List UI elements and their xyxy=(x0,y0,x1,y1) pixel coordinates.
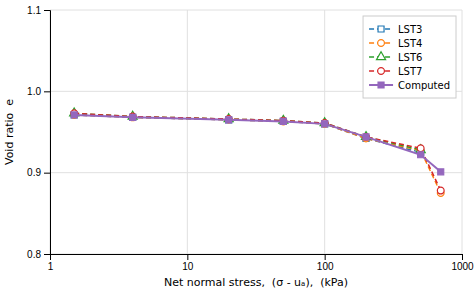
point xyxy=(71,112,78,119)
legend-label: Computed xyxy=(398,80,450,91)
tick: 100 xyxy=(317,254,334,272)
point xyxy=(225,116,232,123)
legend-marker xyxy=(378,40,385,47)
x-axis-title: Net normal stress, (σ - uₐ), (kPa) xyxy=(164,276,348,289)
tick: 0.9 xyxy=(27,167,50,178)
grid-line xyxy=(187,10,188,254)
plot: 1 10 100 1000 0.8 0.9 1.0 1.1 xyxy=(27,5,474,272)
tick-label: 0.9 xyxy=(27,167,41,178)
point xyxy=(363,133,370,140)
y-axis-title: Void ratio e xyxy=(3,99,16,165)
series-line xyxy=(74,113,441,190)
point xyxy=(280,118,286,124)
grid-line xyxy=(324,10,325,254)
point xyxy=(71,112,77,118)
tick-label: 0.8 xyxy=(27,249,41,260)
tick-mark xyxy=(44,254,50,255)
data xyxy=(70,108,444,196)
legend-marker xyxy=(378,82,384,88)
series-line xyxy=(74,115,441,193)
tick: 1000 xyxy=(451,254,474,272)
tick-mark xyxy=(325,254,326,260)
point xyxy=(437,187,444,194)
grid-line xyxy=(50,10,462,11)
point xyxy=(361,132,370,140)
grid-line xyxy=(462,10,463,254)
tick-mark xyxy=(44,91,50,92)
tick: 1.0 xyxy=(27,86,50,97)
grid xyxy=(50,10,462,254)
tick-mark xyxy=(462,254,463,260)
legend-box xyxy=(363,16,456,98)
chart: 1 10 100 1000 0.8 0.9 1.0 1.1 Net normal stress,… xyxy=(0,0,474,292)
tick: 10 xyxy=(182,254,194,272)
axis-line xyxy=(44,11,51,255)
point xyxy=(280,117,287,124)
point xyxy=(418,152,424,158)
point xyxy=(363,134,369,140)
legend-label: LST3 xyxy=(398,24,422,35)
y-axis: 0.8 0.9 1.0 1.1 xyxy=(27,5,50,260)
point xyxy=(129,114,136,121)
series-line xyxy=(74,115,441,172)
tick: 1.1 xyxy=(27,5,50,16)
legend-label: LST7 xyxy=(398,66,422,77)
tick-label: 1.1 xyxy=(27,5,41,16)
point xyxy=(225,116,232,123)
point xyxy=(226,117,232,123)
x-axis: 1 10 100 1000 xyxy=(48,254,474,272)
tick: 1 xyxy=(48,254,54,272)
point xyxy=(322,121,328,127)
tick-label: 1 xyxy=(48,261,54,272)
point xyxy=(226,117,232,123)
tick: 0.8 xyxy=(27,249,50,260)
legend-marker xyxy=(378,26,384,32)
axis-line xyxy=(51,255,463,261)
point xyxy=(321,120,328,127)
legend-label: LST4 xyxy=(398,38,422,49)
point xyxy=(280,118,286,124)
tick-label: 10 xyxy=(182,261,194,272)
legend-marker xyxy=(376,52,385,60)
point xyxy=(130,114,136,120)
point xyxy=(417,145,424,152)
legend-label: LST6 xyxy=(398,52,422,63)
tick-label: 1000 xyxy=(451,261,474,272)
point xyxy=(130,114,136,120)
point xyxy=(322,121,328,127)
series-line xyxy=(74,113,420,150)
point xyxy=(321,120,328,127)
grid-line xyxy=(50,172,462,173)
point xyxy=(71,112,77,118)
point xyxy=(129,113,136,120)
legend: LST3 LST4 LST6 LST7 Computed xyxy=(363,16,456,98)
point xyxy=(438,169,444,175)
tick-mark xyxy=(44,10,50,11)
tick-mark xyxy=(44,173,50,174)
legend-marker xyxy=(378,68,385,75)
tick-label: 1.0 xyxy=(27,86,41,97)
tick-label: 100 xyxy=(317,261,334,272)
tick-mark xyxy=(187,254,188,260)
point xyxy=(280,118,287,125)
